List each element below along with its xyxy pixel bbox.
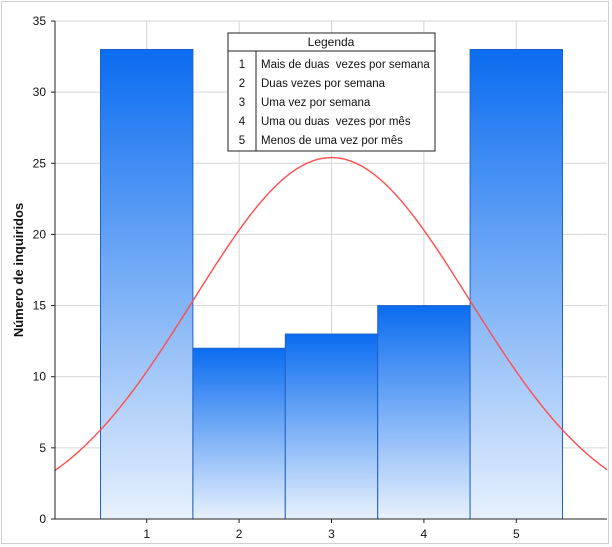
- y-tick-label: 35: [33, 14, 47, 28]
- legend-entry-code: 5: [239, 135, 245, 147]
- x-tick-label: 3: [328, 527, 335, 541]
- y-tick-label: 25: [33, 156, 47, 170]
- bars: [100, 48, 564, 520]
- y-tick-label: 20: [33, 227, 47, 241]
- bar-5: [469, 48, 564, 520]
- y-tick-label: 10: [33, 370, 47, 384]
- bar-2: [192, 347, 286, 520]
- legend-entry-label: Uma vez por semana: [261, 97, 371, 109]
- bar-3: [284, 333, 379, 520]
- normal-curve: [54, 156, 608, 471]
- y-tick-label: 0: [39, 512, 46, 526]
- legend-entries: 1 Mais de duas vezes por semana 2 Duas veze…: [239, 59, 431, 147]
- legend-entry-label: Mais de duas vezes por semana: [261, 59, 430, 71]
- y-tick-label: 15: [33, 299, 47, 313]
- legend-entry-code: 3: [239, 97, 245, 109]
- y-axis-title: Número de inquiridos: [11, 203, 26, 337]
- legend-entry-label: Duas vezes por semana: [261, 78, 386, 90]
- y-tick-label: 5: [39, 441, 46, 455]
- legend-box: [227, 32, 436, 152]
- legend-entry-label: Menos de uma vez por mês: [261, 135, 403, 147]
- legend-entry-code: 4: [239, 116, 246, 128]
- legend: Legenda 1 Mais de duas vezes por semana 2 D…: [227, 32, 436, 152]
- x-tick-label: 1: [143, 527, 150, 541]
- bar-4: [377, 305, 471, 520]
- legend-title: Legenda: [308, 35, 355, 49]
- legend-entry-code: 1: [239, 59, 245, 71]
- y-tick-label: 30: [33, 85, 47, 99]
- legend-entry-code: 2: [239, 78, 245, 90]
- x-tick-label: 2: [236, 527, 243, 541]
- bar-1: [100, 48, 194, 520]
- x-tick-label: 4: [421, 527, 428, 541]
- x-tick-label: 5: [513, 527, 520, 541]
- legend-entry-label: Uma ou duas vezes por mês: [261, 116, 411, 128]
- normal-curve-line: [54, 156, 608, 471]
